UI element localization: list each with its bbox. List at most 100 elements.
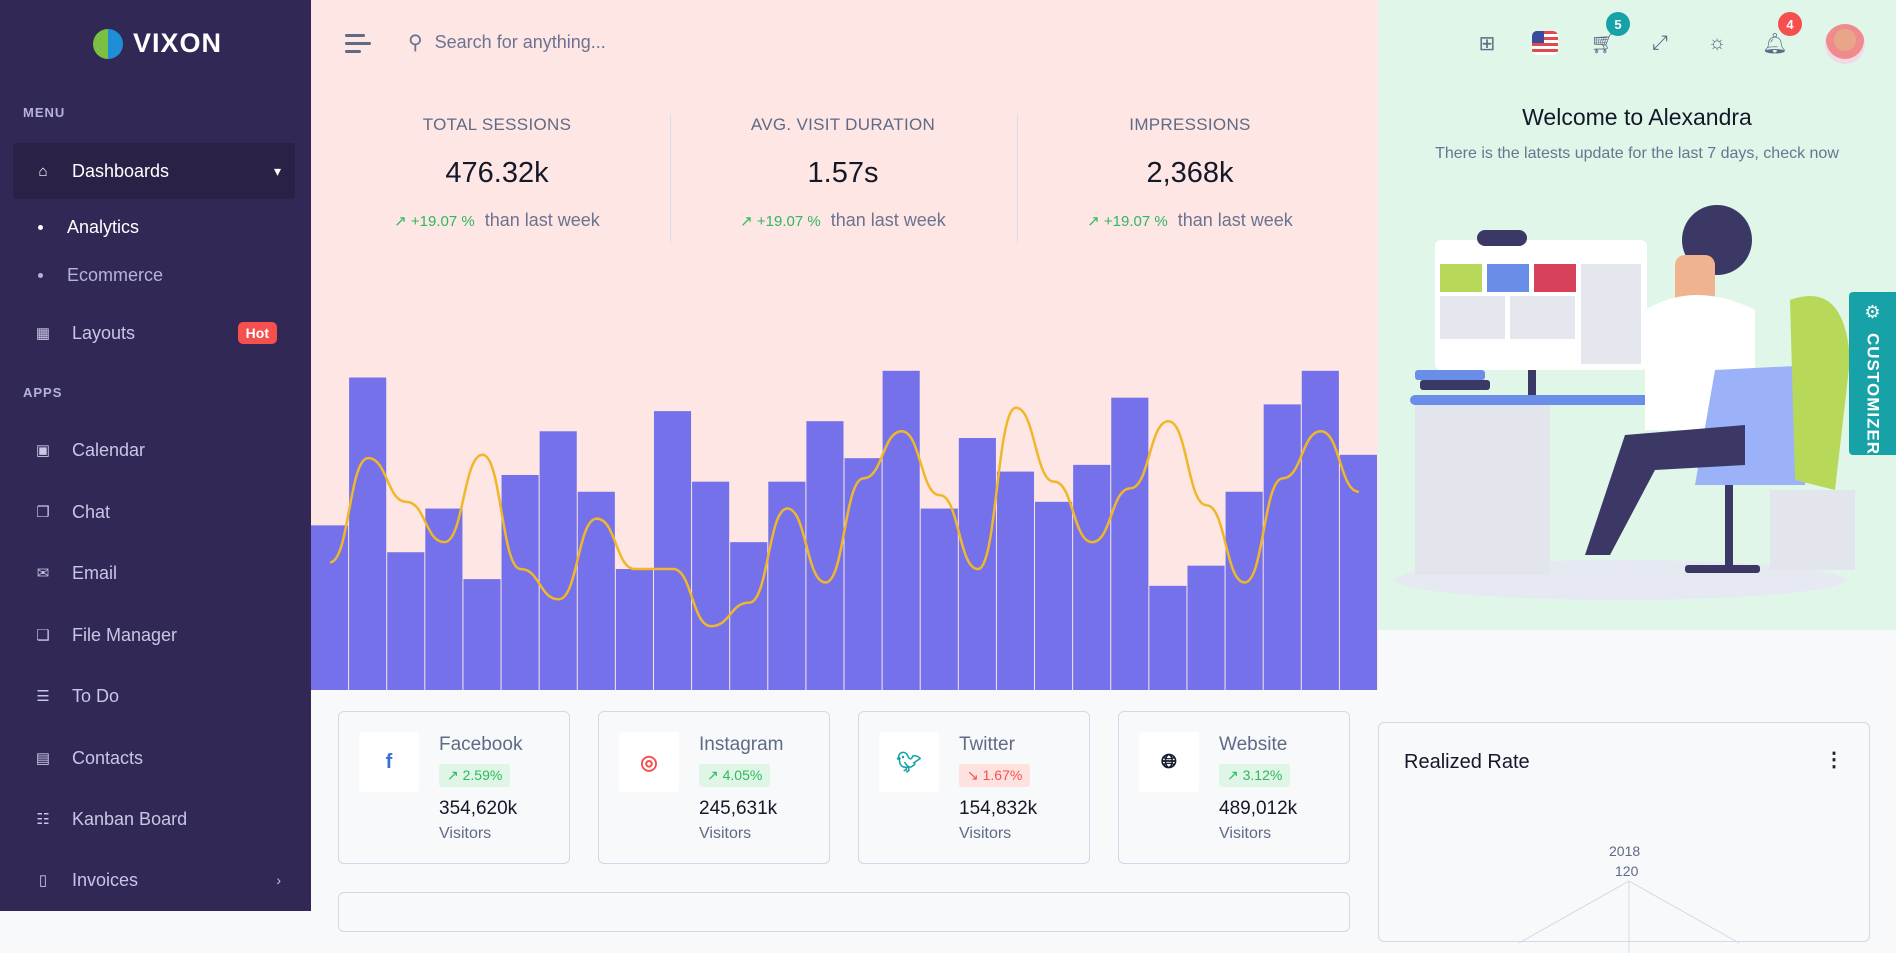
workspace-illustration [1395, 205, 1855, 600]
logo[interactable]: VIXON [93, 28, 222, 59]
us-flag-icon[interactable] [1532, 30, 1558, 56]
user-avatar[interactable] [1825, 24, 1865, 64]
sidebar-item-kanban[interactable]: ☷ Kanban Board [13, 791, 295, 847]
chart-bar [1187, 565, 1225, 690]
sidebar-item-email[interactable]: ✉ Email [13, 545, 295, 601]
chart-bar [311, 525, 349, 690]
social-card-instagram: ◎ Instagram ↗ 4.05% 245,631k Visitors [598, 711, 830, 864]
globe-icon: 🌐︎ [1139, 732, 1199, 792]
chart-bar [692, 481, 730, 690]
welcome-title: Welcome to Alexandra [1522, 104, 1752, 130]
chart-bar [1301, 370, 1339, 690]
hot-badge: Hot [237, 322, 277, 344]
social-card-twitter: 🐦︎ Twitter ↘ 1.67% 154,832k Visitors [858, 711, 1090, 864]
chart-bar [1035, 501, 1073, 690]
chart-bar [501, 474, 539, 690]
sidebar-item-invoices[interactable]: ▯ Invoices › [13, 860, 295, 900]
welcome-subtitle: There is the latests update for the last… [1435, 145, 1839, 162]
chart-bar [1149, 585, 1187, 690]
sidebar-item-todo[interactable]: ☰ To Do [13, 668, 295, 724]
chart-bar [653, 411, 692, 690]
kanban-icon: ☷ [36, 811, 50, 828]
card-title: Realized Rate [1404, 751, 1530, 773]
chart-bar [768, 481, 806, 690]
chart-bar [730, 542, 768, 690]
change-badge: ↗ 4.05% [699, 764, 771, 787]
divider [1017, 115, 1018, 243]
chart-bar [1111, 397, 1149, 690]
chart-bar [844, 458, 882, 690]
realized-rate-card: Realized Rate ⋮ 2018 120 [1378, 722, 1870, 953]
chart-bar [425, 508, 463, 690]
content-card [338, 892, 1350, 932]
chart-bar [1339, 454, 1377, 690]
chart-bar [1073, 464, 1111, 690]
chart-bar [806, 421, 844, 690]
sidebar-item-ecommerce[interactable]: Ecommerce [38, 265, 163, 286]
sidebar-item-chat[interactable]: ❐ Chat [13, 484, 295, 540]
bell-icon[interactable]: 🔔︎ 4 [1762, 12, 1802, 56]
invoice-icon: ▯ [38, 872, 48, 889]
sidebar-item-file-manager[interactable]: ❏ File Manager [13, 607, 295, 663]
more-options-icon[interactable]: ⋮ [1824, 749, 1844, 771]
folder-icon: ❏ [36, 627, 50, 644]
chevron-right-icon: › [276, 872, 281, 888]
chevron-down-icon: ▾ [273, 162, 281, 179]
list-icon: ☰ [36, 688, 50, 705]
facebook-icon: f [359, 732, 419, 792]
fullscreen-icon[interactable]: ⤢ [1652, 31, 1668, 54]
radar-axis-label: 2018 [1609, 843, 1641, 859]
sidebar-item-contacts[interactable]: ▤ Contacts [35, 747, 144, 768]
cart-badge: 5 [1606, 12, 1630, 36]
chart-line [329, 406, 1360, 628]
cart-icon[interactable]: 🛒︎ 5 [1590, 12, 1630, 56]
stat-total-sessions: TOTAL SESSIONS 476.32k ↗ +19.07 % than last… [394, 115, 600, 230]
mail-icon: ✉ [36, 565, 50, 582]
sidebar-item-dashboards[interactable]: ⌂ Dashboards ▾ [13, 143, 295, 199]
apps-section-label: APPS [23, 385, 63, 400]
home-icon: ⌂ [38, 162, 48, 180]
change-badge: ↘ 1.67% [959, 764, 1031, 787]
menu-toggle-icon[interactable] [345, 34, 371, 58]
sessions-chart [311, 370, 1377, 690]
sidebar-item-layouts[interactable]: ▦ Layouts Hot [13, 305, 295, 361]
gear-icon: ⚙ [1864, 302, 1881, 322]
layout-icon: ▦ [35, 325, 51, 342]
chart-bar [577, 491, 615, 690]
contacts-icon: ▤ [35, 750, 51, 767]
change-badge: ↗ 2.59% [439, 764, 511, 787]
search-icon: ⚲ [408, 32, 423, 54]
radar-tick-label: 120 [1615, 863, 1639, 879]
chat-icon: ❐ [36, 504, 50, 521]
chart-bar [1263, 404, 1301, 690]
divider [670, 115, 671, 243]
change-badge: ↗ 3.12% [1219, 764, 1291, 787]
search-input[interactable]: ⚲ Search for anything... [408, 32, 606, 54]
chart-bar [463, 579, 501, 690]
chart-bar [920, 508, 958, 690]
menu-section-label: MENU [23, 105, 66, 120]
sidebar-item-analytics[interactable]: Analytics [38, 217, 139, 238]
chart-bar [882, 370, 920, 690]
social-card-website: 🌐︎ Website ↗ 3.12% 489,012k Visitors [1118, 711, 1350, 864]
chart-bar [996, 471, 1035, 690]
chart-bar [539, 431, 577, 690]
logo-icon [93, 28, 123, 59]
stat-impressions: IMPRESSIONS 2,368k ↗ +19.07 % than last wee… [1087, 115, 1293, 230]
calendar-icon: ▣ [35, 442, 51, 459]
twitter-icon: 🐦︎ [879, 732, 939, 792]
customizer-tab[interactable]: ⚙ CUSTOMIZER [1849, 292, 1896, 455]
chart-bar [349, 377, 387, 690]
sidebar-item-calendar[interactable]: ▣ Calendar [35, 439, 146, 460]
sidebar: VIXON MENU ⌂ Dashboards ▾ Analytics Ecomme… [0, 0, 311, 911]
chart-bar [615, 569, 653, 690]
stat-avg-visit-duration: AVG. VISIT DURATION 1.57s ↗ +19.07 % than l… [740, 115, 946, 230]
instagram-icon: ◎ [619, 732, 679, 792]
notification-badge: 4 [1778, 12, 1802, 36]
chart-bar [958, 438, 996, 690]
chart-bar [387, 552, 425, 690]
chart-bar [1225, 491, 1263, 690]
apps-grid-icon[interactable]: ⊞ [1478, 32, 1496, 55]
theme-sun-icon[interactable]: ☼ [1707, 31, 1727, 54]
social-card-facebook: f Facebook ↗ 2.59% 354,620k Visitors [338, 711, 570, 864]
